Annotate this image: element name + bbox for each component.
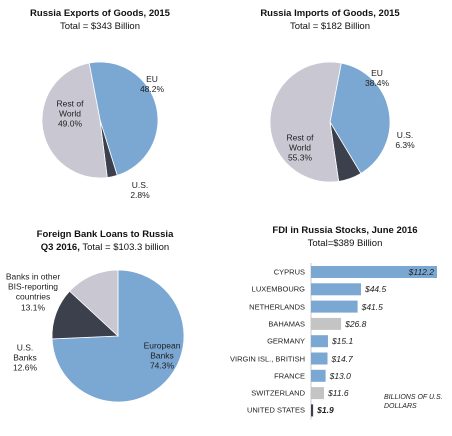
slice-value: 74.3% (149, 361, 175, 372)
category-label: VIRGIN ISL., BRITISH (229, 354, 305, 363)
bar (311, 266, 437, 278)
category-label: UNITED STATES (246, 405, 305, 415)
category-label: GERMANY (267, 336, 305, 346)
value-label: $26.8 (345, 318, 367, 329)
pie-slice (69, 269, 119, 337)
slice-name: European Banks (143, 340, 181, 361)
category-label: BAHAMAS (268, 319, 305, 329)
bar (311, 300, 358, 313)
slice-name: U.S. (131, 179, 149, 190)
slice-label: Rest of World 55.3% (280, 133, 320, 164)
chart-title: Russia Exports of Goods, 2015 (30, 8, 170, 19)
bar (311, 369, 326, 382)
value-label: $41.5 (361, 301, 383, 312)
slice-name: U.S. (396, 129, 414, 140)
value-label: $112.2 (408, 267, 434, 277)
pie-slice (41, 62, 108, 179)
slice-label: U.S. Banks 12.6% (7, 343, 43, 374)
chart-title: FDI in Russia Stocks, June 2016 (272, 225, 418, 236)
slice-value: 13.1% (20, 302, 46, 313)
slice-name: Banks in other BIS-reporting countries (5, 271, 61, 302)
bar (311, 352, 328, 365)
pie-slice (51, 269, 185, 403)
pie-slice (329, 62, 391, 175)
chart-subtitle: Total = $103.3 billion (82, 241, 170, 253)
category-label: CYPRUS (273, 267, 305, 277)
slice-value: 2.8% (130, 190, 150, 200)
pie-slice (88, 61, 159, 176)
slice-label: U.S. 2.8% (125, 180, 155, 200)
chart-title-block: FDI in Russia Stocks, June 2016 Total=$3… (245, 225, 445, 251)
chart-subtitle: Total = $343 Billion (59, 20, 140, 32)
chart-title-block: Russia Exports of Goods, 2015 Total = $3… (0, 8, 200, 34)
chart-title-block: Foreign Bank Loans to Russia Q3 2016, To… (30, 229, 180, 255)
value-label: $1.9 (317, 405, 334, 416)
bar (311, 335, 328, 348)
category-label: SWITZERLAND (251, 388, 305, 398)
slice-name: Rest of World (286, 132, 314, 153)
slice-name: Rest of World (56, 98, 84, 119)
slice-name: EU (371, 67, 383, 78)
slice-value: 38.4% (364, 78, 390, 88)
chart-title: Russia Imports of Goods, 2015 (260, 8, 400, 19)
annotation: BILLIONS OF U.S. DOLLARS (384, 394, 443, 411)
chart-title-block: Russia Imports of Goods, 2015 Total = $1… (230, 8, 430, 34)
slice-value: 6.3% (395, 140, 415, 150)
slice-name: EU (146, 73, 158, 84)
chart-subtitle: Total=$389 Billion (307, 237, 383, 249)
slice-value: 55.3% (287, 153, 313, 164)
slice-name: U.S. Banks (13, 342, 37, 363)
pie-slice (269, 61, 342, 183)
slice-label: EU 38.4% (357, 68, 397, 88)
category-label: NETHERLANDS (249, 302, 305, 312)
slice-value: 49.0% (57, 119, 83, 130)
value-label: $15.1 (331, 336, 354, 347)
value-label: $13.0 (329, 370, 351, 381)
bar (311, 387, 325, 400)
category-label: LUXEMBOURG (251, 284, 305, 294)
value-label: $44.5 (364, 284, 387, 295)
slice-label: Banks in other BIS-reporting countries 13… (3, 272, 63, 313)
slice-value: 12.6% (12, 363, 38, 374)
slice-label: Rest of World 49.0% (50, 99, 90, 130)
slice-label: EU 48.2% (132, 74, 172, 94)
chart-title: Foreign Bank Loans to Russia Q3 2016, (36, 229, 174, 253)
slice-label: European Banks 74.3% (140, 341, 185, 372)
bar (311, 317, 342, 330)
bar (311, 283, 361, 296)
value-label: $14.7 (331, 353, 353, 364)
chart-subtitle: Total = $182 Billion (289, 20, 370, 32)
category-label: FRANCE (274, 371, 305, 381)
slice-value: 48.2% (139, 84, 165, 94)
bar (311, 404, 314, 417)
slice-label: U.S. 6.3% (390, 130, 420, 150)
value-label: $11.6 (328, 388, 349, 399)
